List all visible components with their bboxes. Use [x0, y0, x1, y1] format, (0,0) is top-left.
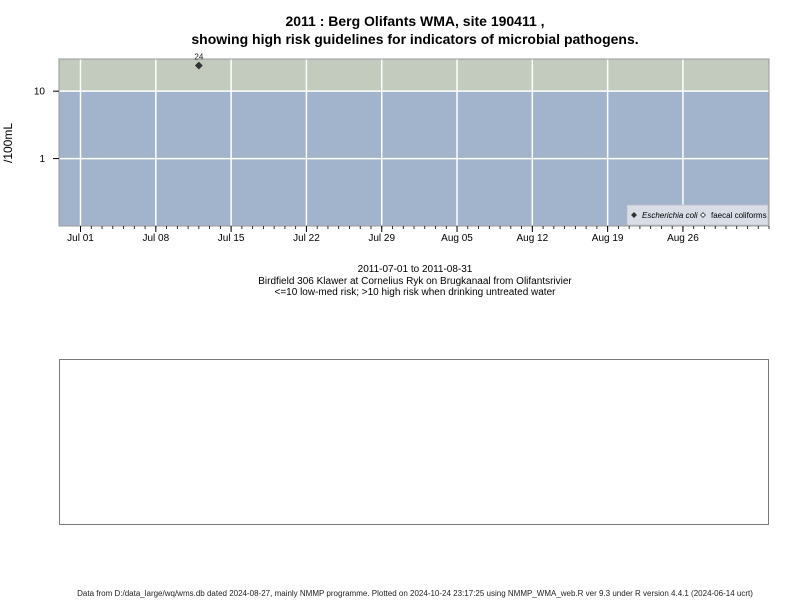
legend-marker: [700, 212, 706, 218]
data-point-label: 24: [194, 53, 203, 62]
data-points: 24: [194, 53, 204, 70]
legend-marker: [631, 212, 637, 218]
date-range-caption: 2011-07-01 to 2011-08-31: [357, 264, 473, 275]
y-tick-label: 10: [34, 87, 46, 98]
y-axis-label: /100mL: [1, 123, 15, 163]
x-tick-label: Aug 05: [441, 233, 473, 244]
legend-label: faecal coliforms: [711, 211, 767, 220]
secondary-plot-panel: [59, 359, 769, 525]
y-axis: 1 10: [34, 87, 59, 165]
y-tick-label: 1: [39, 154, 45, 165]
risk-note-caption: <=10 low-med risk; >10 high risk when dr…: [274, 287, 556, 298]
x-tick-label: Jul 08: [142, 233, 169, 244]
x-tick-label: Jul 01: [67, 233, 94, 244]
data-point-marker: [194, 61, 203, 70]
high-risk-band: [59, 59, 769, 92]
x-tick-label: Aug 19: [592, 233, 624, 244]
legend-box: [626, 204, 769, 226]
chart-title-line-1: 2011 : Berg Olifants WMA, site 190411 ,: [285, 13, 545, 29]
x-tick-label: Jul 29: [368, 233, 395, 244]
legend-label: Escherichia coli: [642, 211, 698, 220]
chart-title-line-2: showing high risk guidelines for indicat…: [191, 31, 639, 47]
x-tick-label: Jul 15: [218, 233, 245, 244]
x-tick-label: Aug 12: [516, 233, 548, 244]
x-tick-label: Jul 22: [293, 233, 320, 244]
plot-panel: [58, 58, 770, 227]
footer-note: Data from D:/data_large/wq/wms.db dated …: [77, 589, 753, 598]
legend: Escherichia coli faecal coliforms: [626, 204, 769, 226]
x-axis: Jul 01 Jul 08 Jul 15 Jul 22 Jul 29 Aug 05 Aug …: [67, 226, 770, 244]
site-description-caption: Birdfield 306 Klawer at Cornelius Ryk on…: [258, 276, 572, 287]
x-tick-label: Aug 26: [667, 233, 699, 244]
